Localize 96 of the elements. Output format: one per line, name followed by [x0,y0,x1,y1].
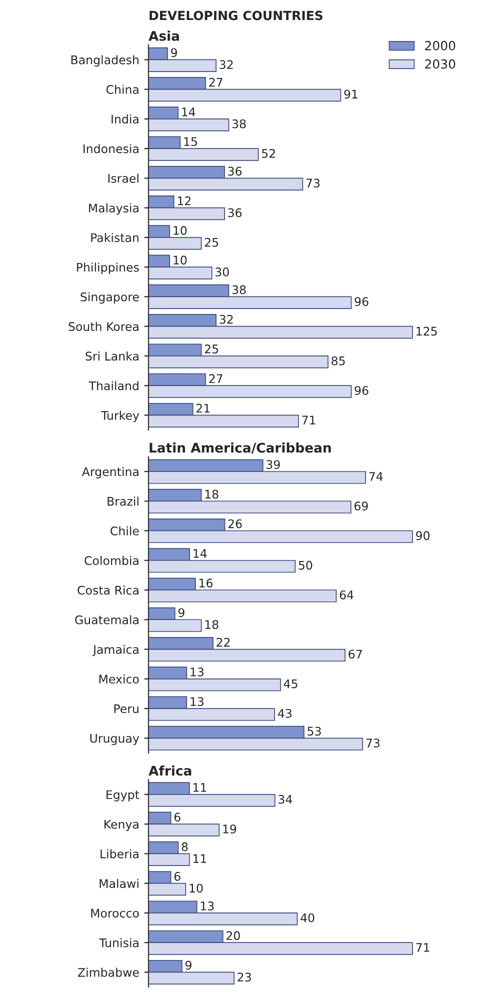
chart-subtitle: Asia [148,30,179,41]
y-tick-label: Singapore [80,292,139,304]
data-label: 27 [209,374,222,383]
data-label: 13 [190,697,204,706]
data-label: 71 [302,416,316,424]
data-label: 74 [369,472,383,481]
y-tick-label: Jamaica [92,644,138,656]
y-tick-label: Malawi [100,878,138,888]
data-label: 96 [354,386,368,395]
data-label: 8 [182,842,188,852]
data-label: 40 [300,913,314,922]
data-label: 14 [194,549,207,558]
y-tick-label: Mexico [99,674,139,684]
y-tick-label: Liberia [100,849,138,858]
data-label: 11 [193,854,206,863]
data-label: 16 [200,578,212,588]
data-label: 10 [190,884,203,893]
y-tick-label: Uruguay [90,734,140,746]
data-label: 39 [266,460,280,470]
data-label: 125 [416,326,437,336]
y-tick-label: Malaysia [89,203,138,215]
data-label: 91 [344,90,358,99]
data-label: 13 [190,667,204,676]
data-label: 85 [332,356,345,366]
y-tick-label: Argentina [82,467,138,478]
data-label: 13 [200,902,214,910]
y-tick-label: India [112,114,138,124]
y-tick-label: Egypt [106,790,140,802]
data-label: 45 [284,679,298,688]
y-tick-label: Chile [110,526,139,536]
chart-title: Africa [148,765,192,776]
y-tick-label: China [106,84,138,94]
data-label: 50 [298,560,312,570]
y-tick-label: Peru [114,704,138,714]
data-label: 15 [184,137,197,146]
data-label: 14 [182,108,196,116]
y-tick-label: Colombia [84,556,138,566]
data-label: 73 [306,178,320,188]
data-label: 67 [348,650,362,659]
data-label: 12 [178,196,190,206]
data-label: 36 [228,208,242,218]
data-label: 21 [196,404,210,413]
data-label: 25 [204,238,218,247]
y-tick-label: Costa Rica [78,586,138,595]
y-tick-label: Kenya [104,820,138,832]
data-label: 73 [366,738,380,748]
data-label: 22 [216,638,230,647]
legend-label: 2030 [425,59,456,69]
data-label: 27 [209,78,222,87]
data-label: 6 [174,812,180,822]
y-tick-label: Bangladesh [71,55,138,67]
data-label: 10 [174,256,187,265]
data-label: 26 [228,519,242,528]
y-tick-label: Pakistan [91,232,138,242]
data-label: 90 [416,531,430,540]
data-label: 71 [416,943,430,952]
data-label: 38 [232,285,246,294]
data-label: 69 [354,502,368,510]
data-label: 53 [308,726,321,736]
chart-title: Latin America/Caribbean [150,442,331,454]
y-tick-label: Tunisia [99,938,138,948]
y-tick-label: South Korea [68,322,138,331]
y-tick-label: Guatemala [75,615,138,624]
data-label: 9 [171,48,177,58]
data-label: 64 [340,590,354,600]
data-label: 43 [278,708,292,718]
data-label: 32 [220,60,233,70]
legend-label: 2000 [425,40,456,50]
data-label: 9 [178,608,184,618]
y-tick-label: Israel [108,174,138,183]
data-label: 18 [205,620,218,629]
y-tick-label: Brazil [108,496,138,506]
data-label: 25 [204,344,218,354]
data-label: 36 [228,166,242,176]
data-label: 38 [232,119,246,128]
y-tick-label: Sri Lanka [86,351,138,361]
y-tick-label: Indonesia [84,144,138,154]
data-label: 52 [262,148,275,158]
data-label: 9 [185,960,192,970]
data-label: 30 [216,267,229,276]
data-label: 18 [205,490,218,499]
chart-title: DEVELOPING COUNTRIES [150,10,322,20]
y-tick-label: Philippines [77,262,139,274]
data-label: 20 [226,931,240,940]
data-label: 34 [278,794,292,804]
data-label: 10 [174,226,187,235]
y-tick-label: Thailand [88,381,138,390]
y-tick-label: Zimbabwe [78,968,139,977]
data-label: 11 [193,783,206,792]
data-label: 96 [354,297,368,306]
data-label: 23 [238,972,251,982]
y-tick-label: Morocco [91,908,139,918]
data-label: 19 [223,824,236,834]
y-tick-label: Turkey [101,410,140,422]
data-label: 6 [174,872,180,881]
data-label: 32 [220,314,233,324]
